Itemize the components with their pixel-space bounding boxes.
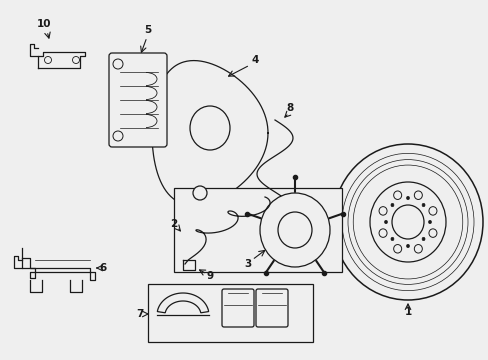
Bar	[174, 188, 341, 272]
Ellipse shape	[406, 244, 408, 248]
FancyBboxPatch shape	[222, 289, 253, 327]
Ellipse shape	[193, 186, 206, 200]
Ellipse shape	[428, 229, 436, 237]
Text: 7: 7	[136, 309, 143, 319]
Ellipse shape	[413, 191, 422, 199]
Ellipse shape	[421, 237, 424, 241]
Text: 4: 4	[251, 55, 258, 65]
Circle shape	[44, 57, 51, 63]
FancyBboxPatch shape	[256, 289, 287, 327]
Text: 8: 8	[286, 103, 293, 113]
Ellipse shape	[384, 220, 386, 224]
Text: 1: 1	[404, 307, 411, 317]
Ellipse shape	[260, 193, 329, 267]
Ellipse shape	[391, 205, 423, 239]
Text: 6: 6	[99, 263, 106, 273]
Ellipse shape	[390, 203, 393, 207]
Text: 9: 9	[206, 271, 213, 281]
Polygon shape	[157, 293, 208, 313]
Ellipse shape	[278, 212, 311, 248]
Text: 3: 3	[244, 259, 251, 269]
Ellipse shape	[413, 244, 422, 253]
Ellipse shape	[393, 191, 401, 199]
Ellipse shape	[378, 207, 386, 215]
Ellipse shape	[190, 106, 229, 150]
Ellipse shape	[428, 207, 436, 215]
Ellipse shape	[378, 229, 386, 237]
Bar	[148, 284, 312, 342]
Circle shape	[72, 57, 80, 63]
Ellipse shape	[393, 244, 401, 253]
Ellipse shape	[421, 203, 424, 207]
Text: 5: 5	[144, 25, 151, 35]
Ellipse shape	[390, 237, 393, 241]
Text: 2: 2	[170, 219, 177, 229]
Circle shape	[113, 131, 123, 141]
Ellipse shape	[427, 220, 430, 224]
Text: 10: 10	[37, 19, 51, 29]
Ellipse shape	[406, 196, 408, 200]
FancyBboxPatch shape	[109, 53, 167, 147]
Circle shape	[113, 59, 123, 69]
